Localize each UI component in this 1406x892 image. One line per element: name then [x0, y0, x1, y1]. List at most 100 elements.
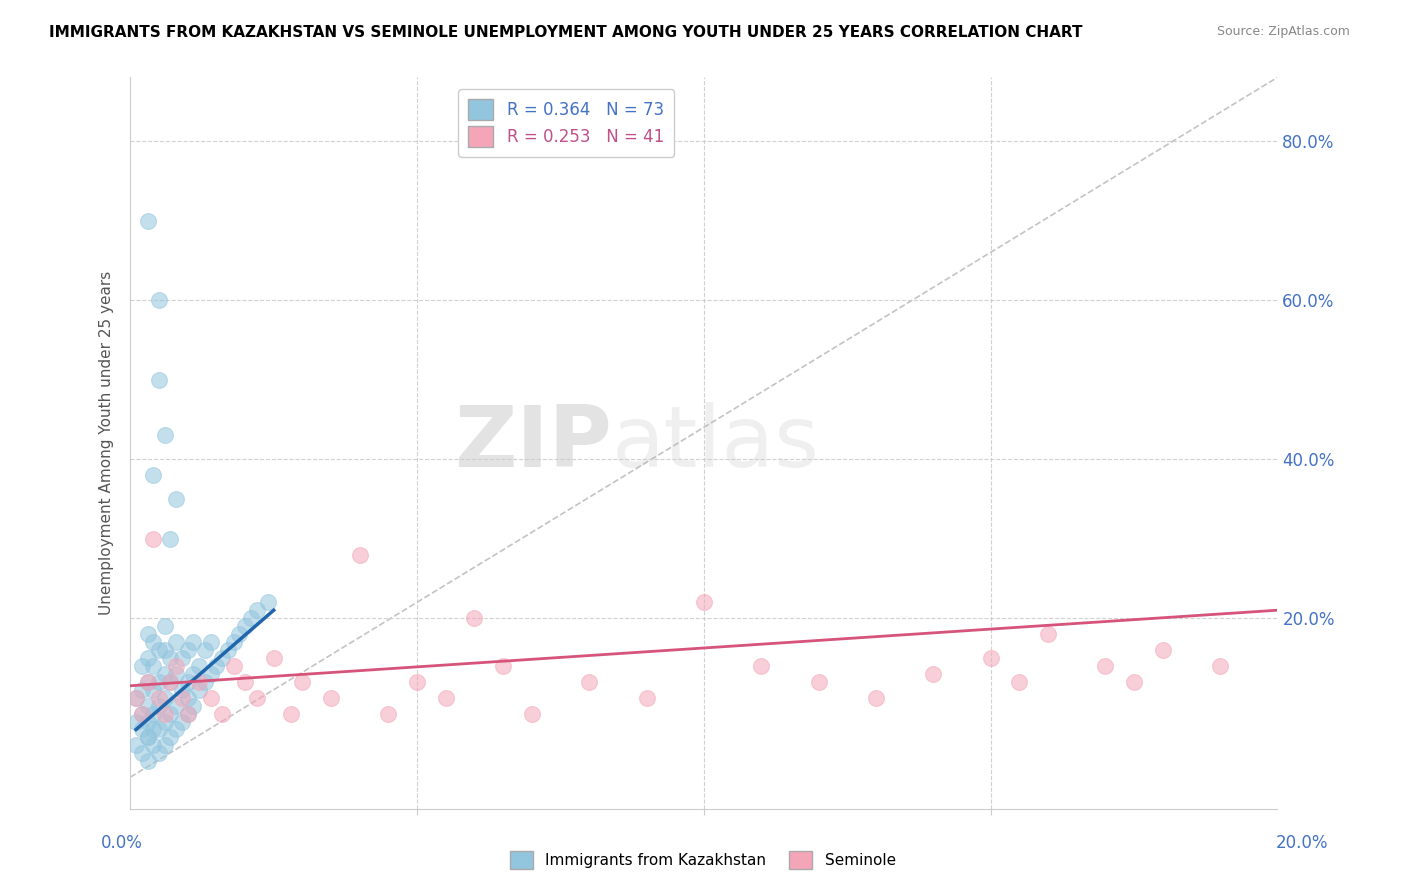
Point — [153, 714, 176, 729]
Point — [153, 428, 176, 442]
Point — [159, 532, 181, 546]
Point — [200, 666, 222, 681]
Point — [153, 706, 176, 721]
Point — [136, 213, 159, 227]
Point — [194, 643, 217, 657]
Point — [636, 690, 658, 705]
Point — [188, 682, 211, 697]
Point — [980, 651, 1002, 665]
Point — [136, 627, 159, 641]
Point — [165, 723, 187, 737]
Point — [222, 658, 245, 673]
Point — [280, 706, 302, 721]
Point — [142, 532, 165, 546]
Point — [194, 674, 217, 689]
Point — [148, 293, 170, 307]
Point — [136, 754, 159, 768]
Point — [922, 666, 945, 681]
Point — [165, 658, 187, 673]
Point — [176, 674, 198, 689]
Point — [520, 706, 543, 721]
Point — [291, 674, 314, 689]
Point — [170, 690, 193, 705]
Point — [1036, 627, 1059, 641]
Point — [319, 690, 342, 705]
Legend: R = 0.364   N = 73, R = 0.253   N = 41: R = 0.364 N = 73, R = 0.253 N = 41 — [458, 89, 673, 157]
Point — [148, 723, 170, 737]
Point — [142, 682, 165, 697]
Point — [153, 739, 176, 753]
Point — [159, 674, 181, 689]
Text: IMMIGRANTS FROM KAZAKHSTAN VS SEMINOLE UNEMPLOYMENT AMONG YOUTH UNDER 25 YEARS C: IMMIGRANTS FROM KAZAKHSTAN VS SEMINOLE U… — [49, 25, 1083, 40]
Point — [749, 658, 772, 673]
Point — [131, 747, 153, 761]
Point — [159, 706, 181, 721]
Point — [148, 747, 170, 761]
Point — [257, 595, 280, 609]
Point — [148, 690, 170, 705]
Point — [1008, 674, 1031, 689]
Point — [211, 651, 233, 665]
Point — [131, 723, 153, 737]
Point — [165, 635, 187, 649]
Point — [159, 674, 181, 689]
Point — [136, 714, 159, 729]
Text: 0.0%: 0.0% — [101, 834, 143, 852]
Point — [463, 611, 485, 625]
Point — [170, 651, 193, 665]
Point — [125, 690, 148, 705]
Point — [176, 690, 198, 705]
Point — [1152, 643, 1174, 657]
Point — [165, 491, 187, 506]
Point — [200, 690, 222, 705]
Point — [136, 674, 159, 689]
Y-axis label: Unemployment Among Youth under 25 years: Unemployment Among Youth under 25 years — [100, 271, 114, 615]
Point — [1209, 658, 1232, 673]
Point — [136, 731, 159, 745]
Point — [693, 595, 716, 609]
Point — [131, 706, 153, 721]
Point — [131, 682, 153, 697]
Point — [205, 658, 228, 673]
Point — [153, 666, 176, 681]
Point — [865, 690, 887, 705]
Point — [170, 682, 193, 697]
Point — [136, 731, 159, 745]
Point — [136, 674, 159, 689]
Point — [233, 674, 256, 689]
Point — [148, 643, 170, 657]
Point — [159, 731, 181, 745]
Point — [165, 666, 187, 681]
Point — [170, 714, 193, 729]
Text: 20.0%: 20.0% — [1277, 834, 1329, 852]
Point — [188, 674, 211, 689]
Point — [578, 674, 600, 689]
Point — [222, 635, 245, 649]
Point — [176, 706, 198, 721]
Point — [245, 603, 267, 617]
Point — [492, 658, 515, 673]
Point — [125, 739, 148, 753]
Text: ZIP: ZIP — [454, 401, 612, 484]
Point — [153, 643, 176, 657]
Point — [183, 635, 205, 649]
Point — [142, 658, 165, 673]
Legend: Immigrants from Kazakhstan, Seminole: Immigrants from Kazakhstan, Seminole — [505, 845, 901, 875]
Point — [176, 643, 198, 657]
Point — [217, 643, 239, 657]
Point — [211, 706, 233, 721]
Point — [349, 548, 371, 562]
Point — [142, 635, 165, 649]
Point — [148, 373, 170, 387]
Text: atlas: atlas — [612, 401, 820, 484]
Point — [377, 706, 399, 721]
Point — [153, 619, 176, 633]
Point — [1123, 674, 1146, 689]
Point — [125, 690, 148, 705]
Point — [148, 698, 170, 713]
Point — [228, 627, 250, 641]
Point — [142, 468, 165, 483]
Point — [159, 651, 181, 665]
Point — [807, 674, 830, 689]
Point — [245, 690, 267, 705]
